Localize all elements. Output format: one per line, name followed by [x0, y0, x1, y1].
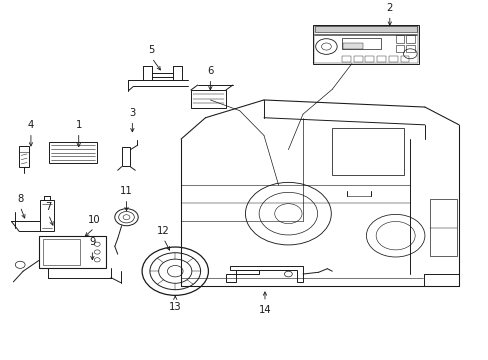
- Bar: [49, 142, 97, 163]
- Bar: [190, 90, 225, 108]
- Bar: [341, 38, 380, 49]
- Bar: [42, 239, 80, 265]
- Text: 13: 13: [168, 302, 181, 312]
- Bar: [40, 200, 54, 231]
- Bar: [395, 45, 404, 53]
- Bar: [341, 56, 350, 62]
- Text: 14: 14: [258, 305, 271, 315]
- Text: 2: 2: [386, 3, 392, 13]
- Bar: [406, 45, 414, 53]
- Text: 3: 3: [129, 108, 135, 118]
- Text: 7: 7: [45, 202, 52, 212]
- Bar: [388, 56, 397, 62]
- Bar: [376, 56, 385, 62]
- Bar: [331, 129, 404, 175]
- Bar: [122, 147, 130, 166]
- Text: 9: 9: [89, 237, 95, 247]
- Text: 6: 6: [207, 66, 213, 76]
- Bar: [314, 26, 417, 63]
- Bar: [429, 199, 456, 256]
- Text: 8: 8: [17, 194, 23, 204]
- Bar: [400, 56, 408, 62]
- Bar: [395, 35, 404, 42]
- Bar: [315, 26, 416, 32]
- Text: 12: 12: [157, 226, 170, 236]
- Text: 10: 10: [88, 215, 101, 225]
- Bar: [19, 146, 29, 167]
- Bar: [406, 35, 414, 42]
- Text: 4: 4: [28, 120, 34, 130]
- Bar: [312, 24, 418, 64]
- Bar: [365, 56, 373, 62]
- Text: 1: 1: [75, 120, 81, 130]
- Bar: [353, 56, 362, 62]
- Bar: [39, 236, 106, 267]
- Text: 11: 11: [120, 186, 133, 196]
- Text: 5: 5: [148, 45, 155, 55]
- Bar: [342, 43, 362, 49]
